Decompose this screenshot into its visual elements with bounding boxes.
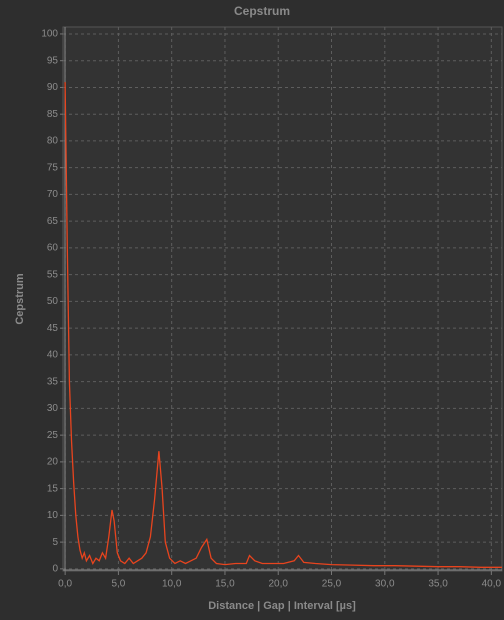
y-tick-label: 95 bbox=[47, 55, 59, 66]
y-tick-label: 100 bbox=[41, 29, 58, 40]
y-tick-label: 25 bbox=[47, 430, 59, 441]
y-tick-label: 30 bbox=[47, 403, 59, 414]
y-tick-label: 70 bbox=[47, 189, 59, 200]
chart-title: Cepstrum bbox=[234, 4, 290, 18]
y-tick-label: 75 bbox=[47, 162, 59, 173]
y-tick-label: 90 bbox=[47, 82, 59, 93]
y-tick-label: 80 bbox=[47, 136, 59, 147]
x-tick-label: 30,0 bbox=[375, 579, 395, 590]
y-tick-label: 40 bbox=[47, 350, 59, 361]
plot-area bbox=[62, 26, 503, 572]
x-tick-label: 10,0 bbox=[162, 579, 182, 590]
x-tick-label: 25,0 bbox=[322, 579, 342, 590]
y-tick-label: 50 bbox=[47, 296, 59, 307]
y-tick-label: 45 bbox=[47, 323, 59, 334]
x-tick-label: 35,0 bbox=[428, 579, 448, 590]
x-tick-label: 0,0 bbox=[58, 579, 72, 590]
x-tick-label: 5,0 bbox=[111, 579, 125, 590]
y-axis-label: Cepstrum bbox=[14, 273, 26, 325]
x-tick-label: 20,0 bbox=[269, 579, 289, 590]
x-tick-label: 15,0 bbox=[215, 579, 235, 590]
y-tick-label: 5 bbox=[52, 537, 58, 548]
x-axis-label: Distance | Gap | Interval [µs] bbox=[208, 600, 356, 612]
x-tick-label: 40,0 bbox=[482, 579, 502, 590]
y-tick-label: 85 bbox=[47, 109, 59, 120]
y-tick-label: 55 bbox=[47, 269, 59, 280]
data-line bbox=[64, 82, 502, 568]
y-tick-label: 35 bbox=[47, 376, 59, 387]
y-tick-label: 15 bbox=[47, 483, 59, 494]
y-tick-label: 65 bbox=[47, 216, 59, 227]
y-tick-label: 0 bbox=[52, 564, 58, 575]
y-tick-label: 10 bbox=[47, 510, 59, 521]
y-tick-label: 60 bbox=[47, 243, 59, 254]
y-tick-label: 20 bbox=[47, 457, 59, 468]
